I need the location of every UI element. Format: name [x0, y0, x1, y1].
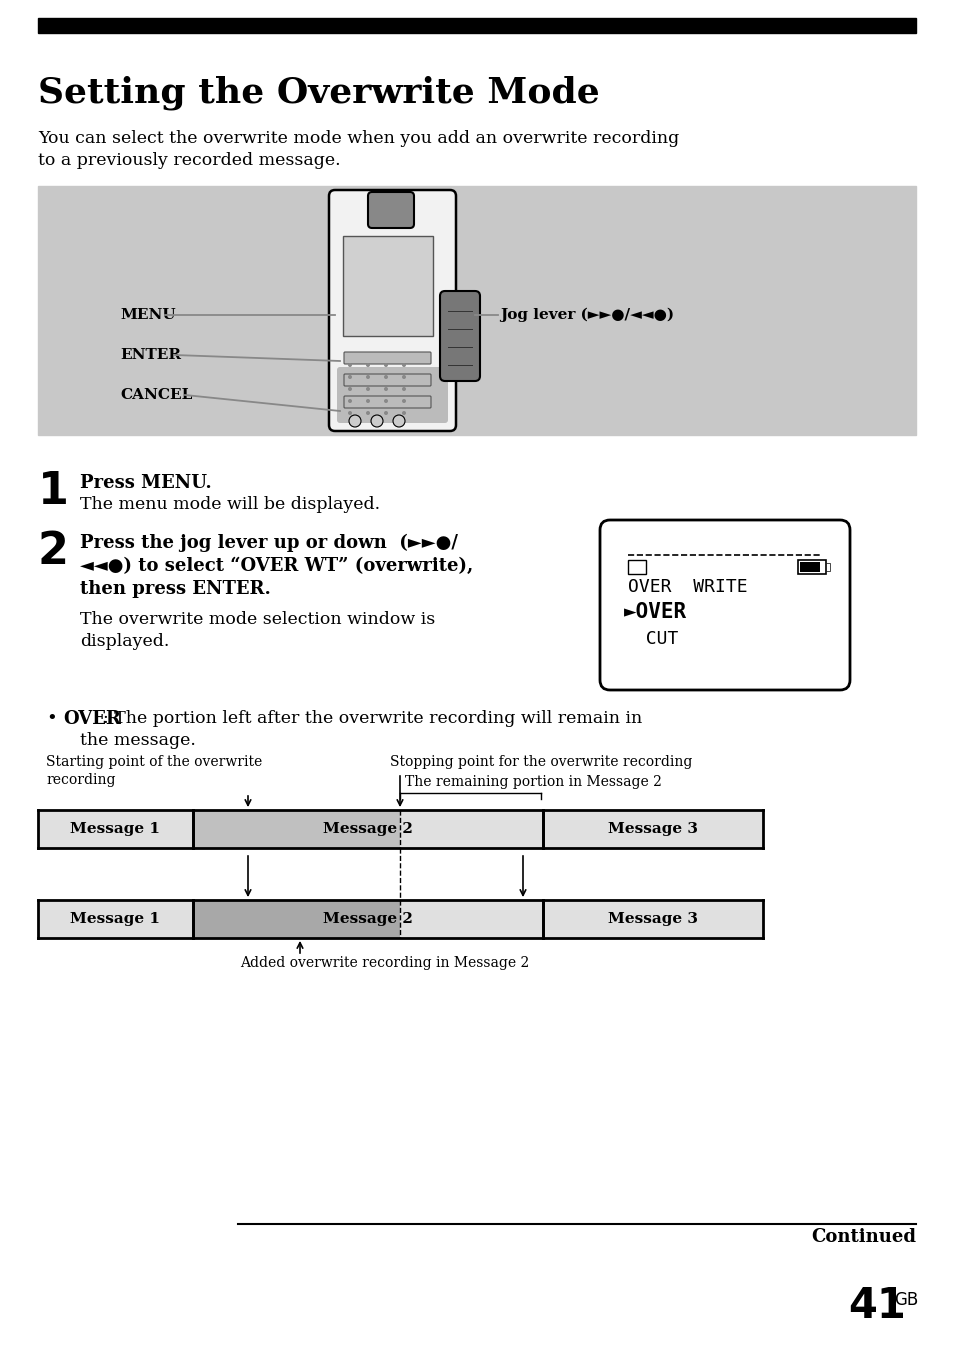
- Text: Message 2: Message 2: [323, 912, 413, 925]
- Bar: [193, 900, 399, 937]
- Text: •: •: [46, 710, 56, 728]
- Circle shape: [371, 416, 382, 426]
- Text: GB: GB: [893, 1291, 917, 1309]
- Text: 41: 41: [847, 1284, 905, 1328]
- Text: 1: 1: [38, 469, 69, 512]
- FancyBboxPatch shape: [599, 521, 849, 690]
- Text: Stopping point for the overwrite recording: Stopping point for the overwrite recordi…: [390, 755, 692, 769]
- Text: CUT: CUT: [623, 629, 678, 648]
- Circle shape: [384, 412, 388, 416]
- Text: the message.: the message.: [80, 732, 195, 749]
- Text: Starting point of the overwrite: Starting point of the overwrite: [46, 755, 262, 769]
- FancyBboxPatch shape: [329, 190, 456, 430]
- Text: 2: 2: [38, 530, 69, 573]
- Text: MENU: MENU: [120, 308, 175, 321]
- Text: displayed.: displayed.: [80, 633, 170, 650]
- Text: Message 3: Message 3: [607, 822, 698, 837]
- Circle shape: [401, 399, 406, 404]
- FancyBboxPatch shape: [336, 367, 448, 422]
- Text: OVER: OVER: [63, 710, 121, 728]
- Circle shape: [366, 412, 370, 416]
- Circle shape: [348, 399, 352, 404]
- Bar: [797, 560, 825, 574]
- Circle shape: [384, 363, 388, 367]
- Circle shape: [384, 387, 388, 391]
- Text: CANCEL: CANCEL: [120, 387, 193, 402]
- Text: Press the jog lever up or down  (►►●/: Press the jog lever up or down (►►●/: [80, 534, 457, 553]
- Text: OVER  WRITE: OVER WRITE: [627, 578, 747, 596]
- Text: Message 3: Message 3: [607, 912, 698, 925]
- FancyBboxPatch shape: [344, 374, 431, 386]
- Bar: [542, 900, 762, 937]
- Circle shape: [366, 375, 370, 379]
- Text: ◄◄●) to select “OVER WT” (overwrite),: ◄◄●) to select “OVER WT” (overwrite),: [80, 557, 473, 576]
- Text: Setting the Overwrite Mode: Setting the Overwrite Mode: [38, 75, 599, 109]
- Bar: [343, 235, 433, 336]
- Bar: [399, 900, 542, 937]
- Bar: [193, 810, 399, 847]
- Text: The overwrite mode selection window is: The overwrite mode selection window is: [80, 611, 435, 628]
- Circle shape: [366, 363, 370, 367]
- Text: Added overwrite recording in Message 2: Added overwrite recording in Message 2: [240, 956, 529, 970]
- Bar: [38, 900, 193, 937]
- Circle shape: [401, 387, 406, 391]
- Bar: [399, 810, 542, 847]
- Circle shape: [348, 387, 352, 391]
- Circle shape: [348, 412, 352, 416]
- FancyBboxPatch shape: [344, 352, 431, 364]
- Circle shape: [349, 416, 360, 426]
- Text: to a previously recorded message.: to a previously recorded message.: [38, 152, 340, 169]
- Text: You can select the overwrite mode when you add an overwrite recording: You can select the overwrite mode when y…: [38, 130, 679, 147]
- Text: ►OVER: ►OVER: [623, 603, 686, 621]
- Bar: [542, 810, 762, 847]
- Circle shape: [384, 399, 388, 404]
- Circle shape: [348, 375, 352, 379]
- Text: Message 1: Message 1: [71, 822, 160, 837]
- Text: Message 2: Message 2: [323, 822, 413, 837]
- Text: : The portion left after the overwrite recording will remain in: : The portion left after the overwrite r…: [103, 710, 641, 728]
- Text: Jog lever (►►●/◄◄●): Jog lever (►►●/◄◄●): [499, 308, 674, 323]
- Text: then press ENTER.: then press ENTER.: [80, 580, 271, 599]
- Circle shape: [393, 416, 405, 426]
- Text: ENTER: ENTER: [120, 348, 181, 362]
- Circle shape: [366, 399, 370, 404]
- FancyBboxPatch shape: [344, 395, 431, 408]
- Circle shape: [401, 375, 406, 379]
- Bar: [825, 564, 829, 572]
- Circle shape: [401, 412, 406, 416]
- Circle shape: [348, 363, 352, 367]
- Bar: [38, 810, 193, 847]
- Bar: [627, 560, 645, 574]
- Circle shape: [366, 387, 370, 391]
- Text: Message 1: Message 1: [71, 912, 160, 925]
- Text: Press MENU.: Press MENU.: [80, 473, 212, 492]
- FancyBboxPatch shape: [439, 291, 479, 381]
- Text: The remaining portion in Message 2: The remaining portion in Message 2: [405, 775, 661, 790]
- Circle shape: [384, 375, 388, 379]
- Bar: [800, 562, 820, 572]
- Bar: [38, 17, 915, 34]
- FancyBboxPatch shape: [368, 192, 414, 229]
- Text: The menu mode will be displayed.: The menu mode will be displayed.: [80, 496, 379, 512]
- Text: recording: recording: [46, 773, 115, 787]
- Text: Other Functions: Other Functions: [911, 603, 924, 716]
- Text: Continued: Continued: [810, 1228, 915, 1245]
- Bar: [38, 186, 915, 434]
- Circle shape: [401, 363, 406, 367]
